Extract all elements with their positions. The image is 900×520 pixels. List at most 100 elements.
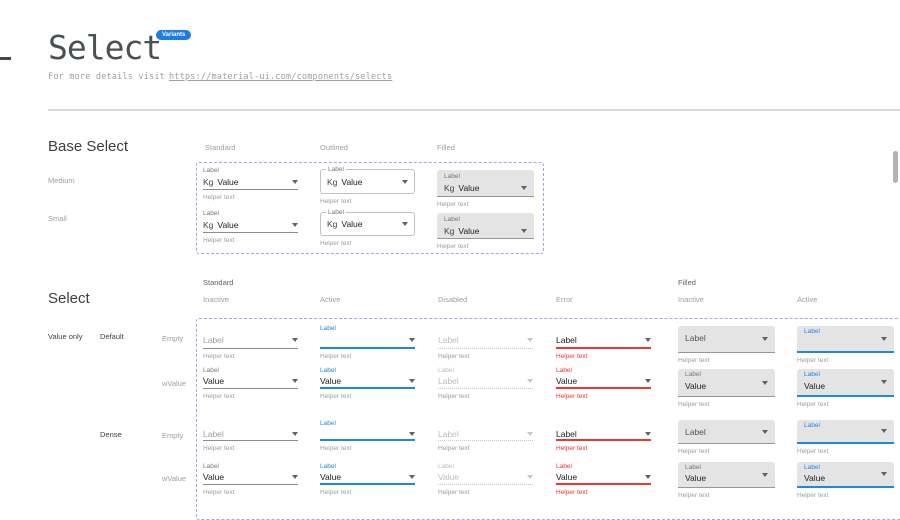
filled-box: Label Value — [678, 462, 775, 488]
select-dense-active-empty[interactable]: Label Helper text — [320, 420, 415, 452]
placeholder: Label — [438, 428, 459, 439]
floating-label-space — [203, 420, 298, 428]
select-value: Value — [438, 472, 460, 482]
select-dense-error-value[interactable]: Label Value Helper text — [556, 463, 651, 496]
helper-text: Helper text — [797, 357, 829, 364]
select-filled-small[interactable]: Label Kg Value Helper text — [437, 209, 534, 250]
caret-down-icon[interactable] — [409, 475, 415, 479]
helper-text: Helper text — [678, 401, 710, 408]
helper-text: Helper text — [438, 489, 470, 496]
caret-down-icon[interactable] — [292, 431, 298, 436]
floating-label: Label — [320, 325, 336, 332]
caret-down-icon[interactable] — [292, 379, 298, 383]
floating-label: Label — [804, 328, 820, 335]
select-label: Label — [326, 166, 346, 173]
select-filled-medium[interactable]: Label Kg Value Helper text — [437, 166, 534, 208]
caret-down-icon[interactable] — [645, 475, 651, 479]
page-title: Select — [48, 28, 162, 67]
docs-link[interactable]: https://material-ui.com/components/selec… — [168, 72, 393, 82]
select-filled-dense-active-value[interactable]: Label Value Helper text — [797, 462, 894, 499]
helper-text: Helper text — [678, 448, 710, 455]
helper-text: Helper text — [203, 237, 235, 244]
caret-down-icon[interactable] — [762, 472, 768, 477]
select-standard-small[interactable]: Label Kg Value Helper text — [203, 210, 298, 244]
caret-down-icon[interactable] — [521, 228, 527, 233]
floating-label: Label — [685, 464, 701, 471]
helper-text: Helper text — [203, 353, 235, 360]
filled-box: Label — [797, 420, 894, 444]
select-error-empty[interactable]: Label Helper text — [556, 325, 651, 360]
select-filled-dense-active-empty[interactable]: Label Helper text — [797, 420, 894, 455]
caret-down-icon[interactable] — [409, 431, 415, 436]
caret-down-icon[interactable] — [402, 222, 408, 226]
select-outlined-medium[interactable]: Label Kg Value Helper text — [320, 165, 415, 205]
caret-down-icon[interactable] — [292, 338, 298, 342]
caret-down-icon[interactable] — [645, 338, 651, 342]
row-size-default: Default — [100, 332, 124, 341]
caret-down-icon[interactable] — [402, 179, 408, 184]
caret-down-icon[interactable] — [409, 379, 415, 383]
select-outlined-small[interactable]: Label Kg Value Helper text — [320, 208, 415, 247]
helper-text: Helper text — [797, 401, 829, 408]
adornment-kg: Kg — [203, 219, 214, 230]
select-dense-error-empty[interactable]: Label Helper text — [556, 420, 651, 452]
helper-text: Helper text — [203, 445, 235, 452]
select-filled-inactive-empty[interactable]: Label Helper text — [678, 326, 775, 364]
select-value: Value — [556, 472, 578, 482]
helper-text: Helper text — [203, 489, 235, 496]
base-select-heading: Base Select — [48, 138, 129, 155]
select-filled-active-empty[interactable]: Label Helper text — [797, 326, 894, 364]
caret-down-icon[interactable] — [881, 472, 887, 476]
select-active-empty[interactable]: Label Helper text — [320, 325, 415, 360]
caret-down-icon[interactable] — [762, 429, 768, 434]
floating-label-space — [203, 325, 298, 333]
caret-down-icon[interactable] — [409, 338, 415, 342]
select-disabled-empty: Label Helper text — [438, 325, 533, 360]
floating-label-space — [438, 420, 533, 428]
select-value: Label — [438, 376, 459, 386]
caret-down-icon[interactable] — [292, 179, 298, 184]
select-underline — [438, 348, 533, 349]
caret-down-icon[interactable] — [292, 475, 298, 479]
caret-down-icon[interactable] — [645, 379, 651, 383]
select-value: Value — [556, 376, 578, 386]
select-value: Value — [341, 176, 363, 187]
caret-down-icon[interactable] — [881, 429, 887, 433]
select-filled-inactive-value[interactable]: Label Value Helper text — [678, 369, 775, 408]
select-dense-active-value[interactable]: Label Value Helper text — [320, 463, 415, 496]
select-dense-inactive-value[interactable]: Label Value Helper text — [203, 463, 298, 496]
select-error-value[interactable]: Label Value Helper text — [556, 367, 651, 400]
floating-label-space — [438, 325, 533, 333]
state-header-inactive: Inactive — [203, 295, 229, 304]
select-section-heading: Select — [48, 290, 90, 307]
helper-text: Helper text — [203, 194, 235, 201]
caret-down-icon[interactable] — [881, 380, 887, 384]
select-value: Value — [458, 225, 480, 236]
row-header-small: Small — [48, 214, 67, 223]
select-filled-dense-inactive-value[interactable]: Label Value Helper text — [678, 462, 775, 499]
select-standard-medium[interactable]: Label Kg Value Helper text — [203, 167, 298, 201]
floating-label: Label — [320, 367, 336, 374]
caret-down-icon[interactable] — [881, 336, 887, 341]
row-group-value-only: Value only — [48, 332, 83, 341]
subtitle-text: For more details visit — [48, 72, 165, 82]
caret-down-icon — [527, 475, 533, 479]
select-inactive-value[interactable]: Label Value Helper text — [203, 367, 298, 400]
select-active-value[interactable]: Label Value Helper text — [320, 367, 415, 400]
filled-box: Label Value — [678, 369, 775, 397]
caret-down-icon[interactable] — [762, 337, 768, 341]
caret-down-icon[interactable] — [762, 380, 768, 385]
caret-down-icon[interactable] — [645, 431, 651, 436]
select-filled-dense-inactive-empty[interactable]: Label Helper text — [678, 420, 775, 455]
scrollbar-thumb[interactable] — [893, 151, 898, 183]
select-underline — [203, 348, 298, 349]
helper-text: Helper text — [797, 492, 829, 499]
select-inactive-empty[interactable]: Label Helper text — [203, 325, 298, 360]
select-dense-inactive-empty[interactable]: Label Helper text — [203, 420, 298, 452]
caret-down-icon[interactable] — [521, 185, 527, 190]
select-underline — [320, 347, 415, 349]
select-underline — [556, 439, 651, 441]
caret-down-icon[interactable] — [292, 222, 298, 227]
placeholder: Label — [556, 428, 577, 439]
select-filled-active-value[interactable]: Label Value Helper text — [797, 369, 894, 408]
